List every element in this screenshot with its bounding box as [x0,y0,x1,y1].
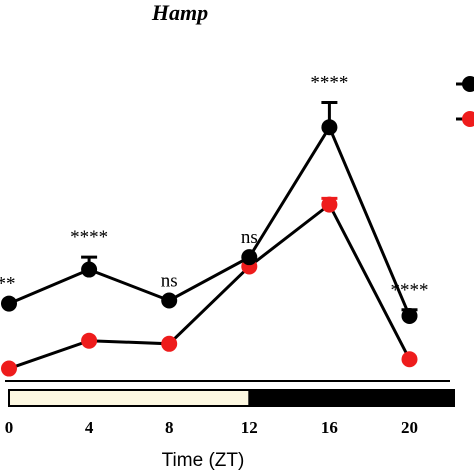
data-point [81,261,98,278]
dark-phase-bar [249,389,455,407]
data-point [1,360,17,377]
series-black [1,101,418,324]
legend [456,76,474,127]
light-dark-bar [5,380,455,407]
significance-label: **** [70,227,108,248]
x-tick-label: 0 [5,418,14,437]
data-point [241,249,258,266]
data-point [401,351,418,368]
series-layer [1,101,418,377]
legend-marker-black [462,76,474,92]
data-point [161,292,178,309]
data-point [81,332,98,349]
x-tick-label: 16 [321,418,338,437]
data-point [161,335,178,352]
significance-label: **** [391,280,429,301]
x-tick-label: 4 [85,418,94,437]
x-tick-label: 20 [401,418,418,437]
light-phase-bar [8,389,251,407]
data-point [401,307,418,324]
series-line [8,124,411,317]
data-point [1,295,17,312]
significance-label: ns [161,270,178,291]
x-axis-label: Time (ZT) [162,450,245,471]
chart-title: Hamp [151,0,208,25]
significance-label: **** [310,73,348,94]
x-tick-labels: 0 4 8 12 16 20 [5,418,418,437]
data-point [321,196,338,213]
x-tick-label: 8 [165,418,174,437]
legend-marker-red [462,111,474,127]
series-line [8,202,411,370]
data-point [321,119,338,136]
significance-label: ns [241,227,258,248]
x-tick-label: 12 [241,418,258,437]
significance-label: ** [0,274,16,295]
series-red [1,196,418,377]
